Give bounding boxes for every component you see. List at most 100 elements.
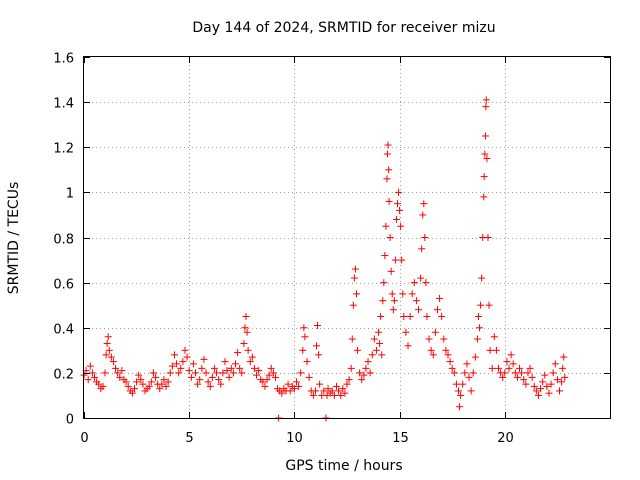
data-point xyxy=(388,290,396,298)
data-point xyxy=(537,385,545,393)
data-point xyxy=(170,351,178,359)
data-point xyxy=(109,358,117,366)
data-point xyxy=(448,364,456,372)
data-point xyxy=(147,378,155,386)
data-point xyxy=(511,369,519,377)
data-point xyxy=(383,175,391,183)
data-point xyxy=(335,387,343,395)
data-point xyxy=(522,380,530,388)
data-point xyxy=(549,369,557,377)
data-point xyxy=(425,335,433,343)
y-tick-labels: 0 0.2 0.4 0.6 0.8 1 1.2 1.4 1.6 xyxy=(53,52,74,428)
data-point xyxy=(417,274,425,282)
data-point xyxy=(436,294,444,302)
data-point xyxy=(95,380,103,388)
data-point xyxy=(499,373,507,381)
data-point xyxy=(241,324,249,332)
data-point xyxy=(561,373,569,381)
y-tick-label: 0 xyxy=(66,413,74,428)
data-point xyxy=(104,333,112,341)
data-point xyxy=(482,103,490,111)
data-point xyxy=(459,380,467,388)
data-point xyxy=(88,369,96,377)
data-point xyxy=(250,364,258,372)
data-point xyxy=(380,279,388,287)
data-point xyxy=(440,335,448,343)
data-point xyxy=(200,355,208,363)
data-point xyxy=(482,96,490,104)
gridlines xyxy=(84,57,610,418)
data-point xyxy=(303,358,311,366)
data-point xyxy=(299,346,307,354)
data-point xyxy=(177,364,185,372)
data-point xyxy=(480,193,488,201)
data-point xyxy=(309,391,317,399)
data-point xyxy=(263,376,271,384)
y-tick-label: 0.8 xyxy=(53,233,74,248)
data-point xyxy=(520,376,528,384)
data-point xyxy=(139,380,147,388)
data-point xyxy=(124,382,132,390)
data-point xyxy=(473,335,481,343)
data-point xyxy=(320,387,328,395)
data-point xyxy=(179,358,187,366)
data-point xyxy=(133,378,141,386)
y-tick-label: 1.2 xyxy=(53,142,74,157)
data-point xyxy=(412,297,420,305)
data-point xyxy=(486,346,494,354)
data-point xyxy=(559,364,567,372)
data-point xyxy=(351,265,359,273)
data-point xyxy=(248,353,256,361)
data-point xyxy=(234,349,242,357)
data-point xyxy=(213,369,221,377)
data-point xyxy=(393,200,401,208)
data-point xyxy=(386,234,394,241)
data-point xyxy=(225,373,233,381)
data-point xyxy=(312,342,320,350)
data-point xyxy=(476,324,484,332)
data-point xyxy=(446,358,454,366)
data-point xyxy=(415,306,423,314)
data-point xyxy=(547,380,555,388)
y-tick-label: 1.6 xyxy=(53,52,74,67)
data-point xyxy=(278,389,286,397)
data-point xyxy=(391,256,399,264)
chart-title: Day 144 of 2024, SRMTID for receiver miz… xyxy=(192,20,495,36)
data-point xyxy=(227,364,235,372)
data-point xyxy=(490,333,498,341)
data-point xyxy=(345,376,353,384)
y-tick-label: 1.4 xyxy=(53,97,74,112)
data-point xyxy=(518,369,526,377)
data-point xyxy=(84,376,92,384)
data-point xyxy=(337,391,345,399)
y-tick-label: 0.6 xyxy=(53,278,74,293)
data-point xyxy=(370,335,378,343)
data-point xyxy=(192,369,200,377)
data-point xyxy=(158,380,166,388)
data-point xyxy=(341,389,349,397)
data-point xyxy=(223,367,231,375)
data-point xyxy=(269,369,277,377)
data-point xyxy=(149,369,157,377)
data-point xyxy=(442,346,450,354)
data-point xyxy=(384,141,392,149)
data-point xyxy=(118,367,126,375)
data-point xyxy=(475,312,482,320)
data-point xyxy=(378,351,386,359)
y-tick-label: 0.4 xyxy=(53,323,74,338)
data-point xyxy=(196,376,204,384)
data-point xyxy=(418,245,426,253)
data-point xyxy=(328,387,336,395)
data-point xyxy=(541,371,549,379)
data-point xyxy=(297,369,305,377)
data-point xyxy=(484,234,492,241)
data-point xyxy=(352,290,360,298)
data-point xyxy=(478,274,486,282)
axis-ticks xyxy=(84,57,610,419)
data-point xyxy=(202,369,210,377)
data-point xyxy=(204,378,212,386)
data-point xyxy=(173,360,181,368)
data-point xyxy=(175,369,183,377)
data-point xyxy=(181,346,189,354)
data-point xyxy=(404,342,412,350)
